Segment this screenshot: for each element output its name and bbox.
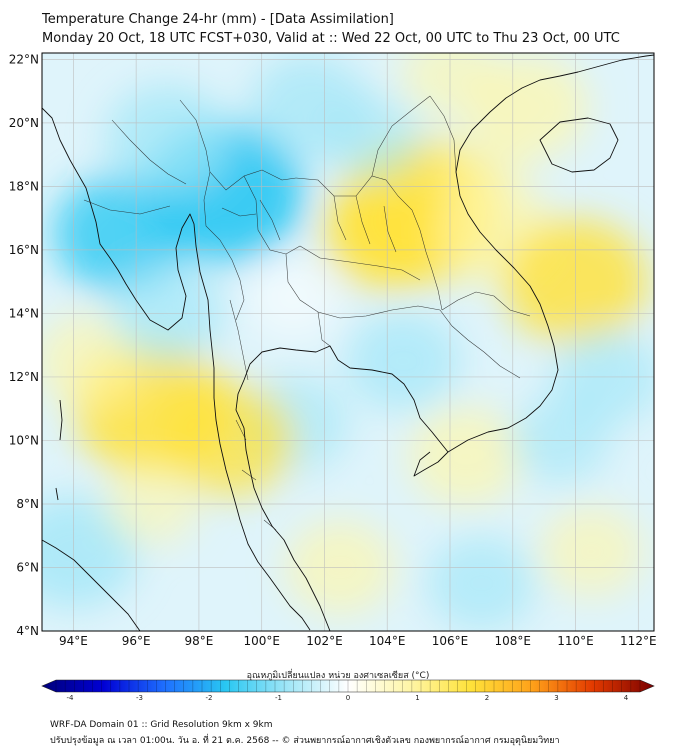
lat-tick-label: 14°N [9,306,39,320]
colorbar: -4 -3 -2 -1 0 1 2 3 4 [41,679,655,702]
lon-tick-label: 104°E [369,634,406,648]
coastlines [42,54,654,631]
colorbar-tick-label: 4 [624,694,629,702]
colorbar-tick-label: -3 [136,694,143,702]
anomaly-cambodia [345,311,461,411]
chart-title: Temperature Change 24-hr (mm) - [Data As… [42,12,394,27]
anomaly-south-scs [426,535,537,631]
colorbar-tick-label: 3 [554,694,558,702]
coast-china-south [559,54,654,77]
lat-tick-label: 8°N [16,497,39,511]
anomaly-andaman-north [53,175,188,293]
hainan-island [539,117,619,173]
lat-tick-label: 22°N [9,52,39,66]
admin-boundaries [83,95,531,531]
anomaly-laos-north [321,95,422,182]
map-frame [41,52,655,632]
lon-tick-label: 100°E [243,634,280,648]
colorbar-tick-label: 2 [485,694,489,702]
colorbar-tick-label: 0 [346,694,350,702]
andaman-islands [55,399,63,501]
anomaly-south-vietnam-sea [408,406,523,507]
footer-model-info: WRF-DA Domain 01 :: Grid Resolution 9km … [50,720,273,730]
footer-credit: ปรับปรุงข้อมูล ณ เวลา 01:00น. วัน อ. ที่… [50,736,560,746]
coast-sumatra [42,539,141,631]
lat-tick-label: 4°N [16,624,39,638]
lon-tick-label: 102°E [306,634,343,648]
lon-tick-label: 110°E [557,634,594,648]
lat-tick-label: 20°N [9,116,39,130]
lon-tick-label: 94°E [59,634,88,648]
colorbar-tick-label: -1 [275,694,282,702]
colorbar-tick-label: 1 [415,694,419,702]
colorbar-tick-label: -2 [206,694,213,702]
lon-tick-label: 106°E [432,634,469,648]
anomaly-far-southeast [539,506,644,598]
lat-tick-label: 16°N [9,243,39,257]
coast-myanmar-west [42,107,311,631]
anomaly-west-coast-myanmar [105,84,230,193]
coast-gulf-of-thailand [235,345,441,631]
lon-tick-label: 112°E [620,634,657,648]
chart-subtitle: Monday 20 Oct, 18 UTC FCST+030, Valid at… [42,31,620,46]
lon-tick-label: 96°E [122,634,151,648]
colorbar-tick-label: -4 [67,694,75,702]
lon-tick-label: 108°E [495,634,532,648]
lat-tick-label: 6°N [16,560,39,574]
coast-vietnam [413,75,561,477]
lat-tick-label: 18°N [9,179,39,193]
anomaly-central-thailand [248,258,338,337]
anomaly-field [42,53,654,631]
lat-tick-label: 10°N [9,433,39,447]
lat-tick-label: 12°N [9,370,39,384]
lon-tick-label: 98°E [184,634,213,648]
colorbar-label: อุณหภูมิเปลี่ยนแปลง หน่วย องศาเซลเซียส (… [246,671,430,681]
